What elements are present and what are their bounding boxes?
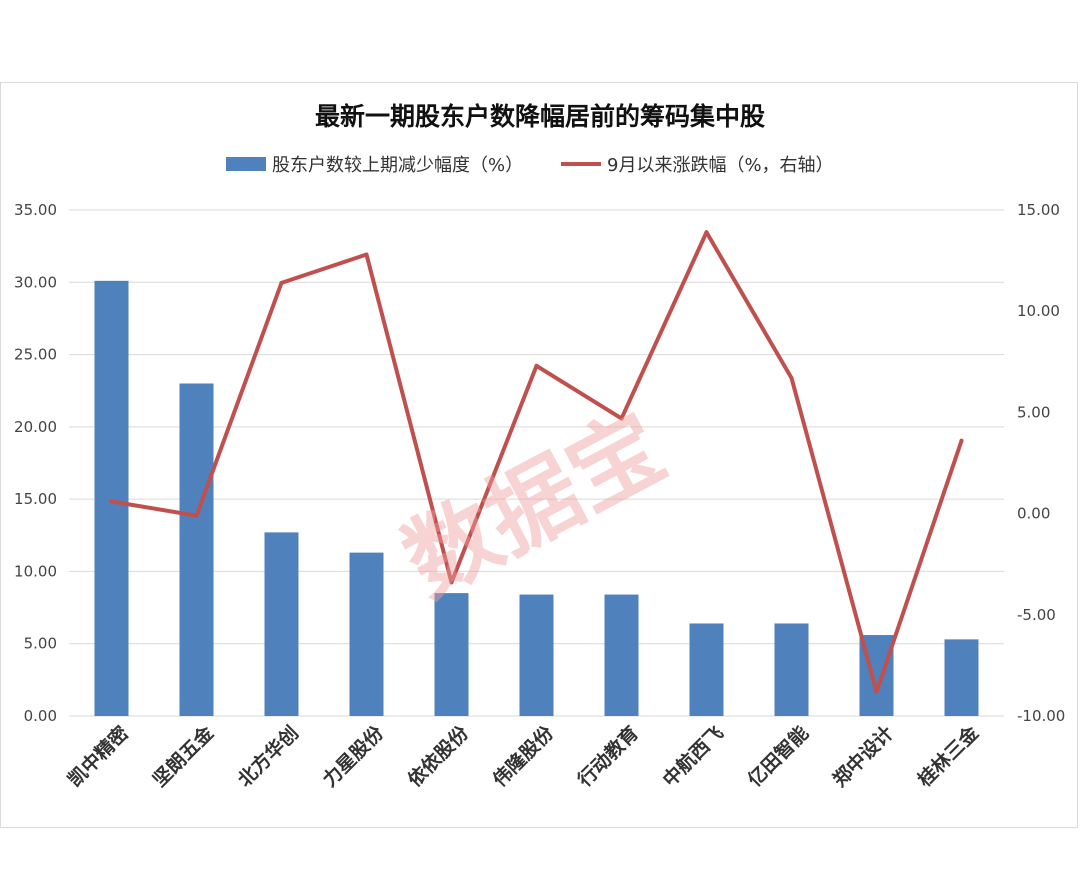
- chart-title: 最新一期股东户数降幅居前的筹码集中股: [315, 102, 765, 131]
- legend-line-label: 9月以来涨跌幅（%，右轴）: [607, 155, 834, 176]
- chart: 最新一期股东户数降幅居前的筹码集中股 股东户数较上期减少幅度（%） 9月以来涨跌…: [14, 102, 1065, 792]
- bar: [434, 593, 469, 716]
- x-tick-label: 依依股份: [403, 721, 474, 792]
- legend: 股东户数较上期减少幅度（%） 9月以来涨跌幅（%，右轴）: [226, 155, 834, 176]
- line-point: [534, 363, 539, 368]
- line-point: [789, 375, 794, 380]
- y-right-tick-label: -5.00: [1017, 606, 1056, 624]
- y-right-tick-label: 10.00: [1017, 302, 1060, 320]
- x-tick-label: 亿田智能: [743, 721, 813, 791]
- y-left-tick-label: 0.00: [24, 707, 57, 725]
- bar: [349, 552, 384, 716]
- line-point: [874, 689, 879, 694]
- line-point: [109, 499, 114, 504]
- y-left-tick-label: 15.00: [14, 490, 57, 508]
- x-tick-label: 中航西飞: [658, 721, 728, 791]
- bar: [264, 532, 299, 716]
- gridlines: [69, 209, 1004, 717]
- bar: [179, 383, 214, 716]
- x-tick-label: 郑中设计: [828, 721, 898, 791]
- x-axis: 凯中精密 坚朗五金 北方华创 力星股份 依依股份 伟隆股份 行动教育 中航西飞 亿田智能 郑中设计…: [63, 721, 984, 792]
- y-left-tick-label: 30.00: [14, 273, 57, 291]
- legend-bar-label: 股东户数较上期减少幅度（%）: [272, 155, 523, 176]
- x-tick-label: 力星股份: [318, 721, 389, 792]
- line-point: [704, 230, 709, 235]
- y-right-tick-label: 0.00: [1017, 505, 1050, 523]
- y-right-tick-label: -10.00: [1017, 707, 1065, 725]
- bar: [94, 280, 129, 716]
- x-tick-label: 行动教育: [572, 721, 643, 792]
- y-left-tick-label: 5.00: [24, 635, 57, 653]
- y-axis-right: -10.00 -5.00 0.00 5.00 10.00 15.00: [1017, 201, 1065, 725]
- bar: [689, 623, 724, 716]
- y-right-tick-label: 15.00: [1017, 201, 1060, 219]
- line-point: [279, 280, 284, 285]
- y-left-tick-label: 10.00: [14, 562, 57, 580]
- line-point: [364, 252, 369, 257]
- bar: [944, 639, 979, 716]
- bar: [519, 594, 554, 716]
- x-tick-label: 北方华创: [233, 721, 303, 791]
- y-left-tick-label: 20.00: [14, 418, 57, 436]
- line-series: [109, 230, 964, 694]
- line-point: [194, 513, 199, 518]
- line-point: [959, 438, 964, 443]
- x-tick-label: 桂林三金: [912, 721, 983, 792]
- chart-frame: 最新一期股东户数降幅居前的筹码集中股 股东户数较上期减少幅度（%） 9月以来涨跌…: [0, 82, 1078, 828]
- x-tick-label: 凯中精密: [63, 721, 133, 791]
- line-point: [619, 416, 624, 421]
- line-point: [449, 580, 454, 585]
- bar: [774, 623, 809, 716]
- x-tick-label: 伟隆股份: [488, 721, 559, 792]
- y-right-tick-label: 5.00: [1017, 403, 1050, 421]
- bar: [604, 594, 639, 716]
- legend-bar-swatch: [226, 157, 266, 171]
- y-left-tick-label: 35.00: [14, 201, 57, 219]
- y-left-tick-label: 25.00: [14, 346, 57, 364]
- y-axis-left: 0.00 5.00 10.00 15.00 20.00 25.00 30.00 35.00: [14, 201, 57, 725]
- x-tick-label: 坚朗五金: [148, 721, 219, 792]
- bar-series: [94, 280, 979, 716]
